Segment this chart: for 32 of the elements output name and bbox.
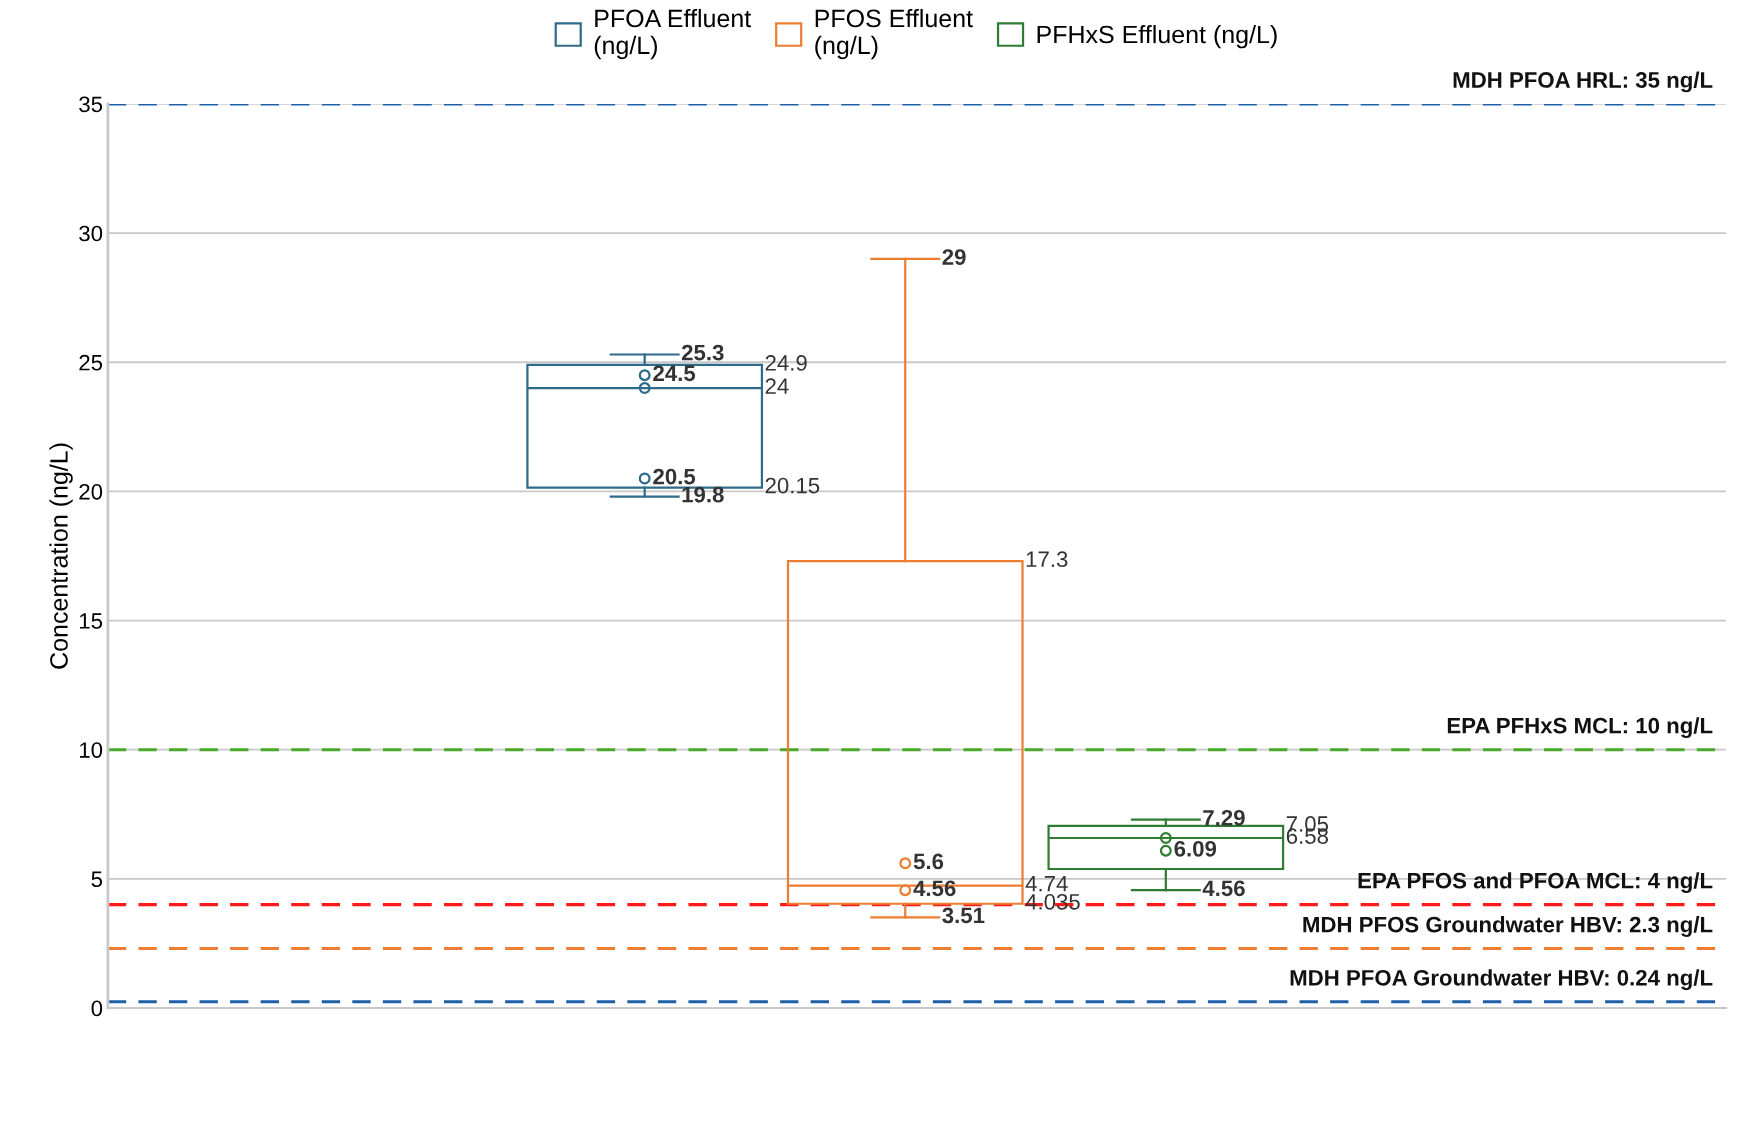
text: 19.8	[682, 486, 724, 503]
text: 29	[942, 249, 966, 265]
ref-line-label: EPA PFHxS MCL: 10 ng/L	[1447, 717, 1713, 739]
y-tick-label: 30	[79, 225, 103, 242]
text: 20.5	[653, 468, 696, 485]
text: 20.15	[765, 477, 820, 494]
text: 24	[765, 378, 789, 394]
text: 4.74	[1025, 875, 1068, 892]
legend-label: PFOS Effluent (ng/L)	[815, 8, 973, 60]
text: 24.5	[653, 365, 696, 382]
ref-line-label: MDH PFOA Groundwater HBV: 0.24 ng/L	[1290, 969, 1713, 991]
ref-line-label: MDH PFOA HRL: 35 ng/L	[1453, 71, 1713, 93]
text: 25.3	[681, 344, 724, 361]
ref-line-label: MDH PFOS Groundwater HBV: 2.3 ng/L	[1303, 916, 1713, 937]
y-tick-label: 35	[79, 96, 103, 113]
legend-label: PFHxS Effluent (ng/L)	[1037, 25, 1277, 49]
legend-label: PFOA Effluent (ng/L)	[594, 8, 752, 60]
text: 7.29	[1203, 809, 1245, 826]
text: 6.09	[1174, 840, 1217, 857]
y-tick-label: 0	[91, 1000, 103, 1017]
text: 17.3	[1026, 551, 1068, 568]
y-axis-title: Concentration (ng/L)	[49, 443, 73, 669]
text: 3.51	[942, 907, 985, 924]
y-tick-label: 20	[79, 483, 103, 500]
y-tick-label: 15	[80, 613, 103, 629]
y-tick-label: 25	[79, 354, 103, 371]
text: 4.56	[1202, 880, 1245, 897]
text: 24.9	[765, 355, 807, 371]
text: 5.6	[913, 853, 944, 870]
ref-line-label: EPA PFOS and PFOA MCL: 4 ng/L	[1358, 872, 1713, 894]
y-tick-label: 5	[91, 871, 103, 888]
y-tick-label: 10	[80, 742, 103, 758]
